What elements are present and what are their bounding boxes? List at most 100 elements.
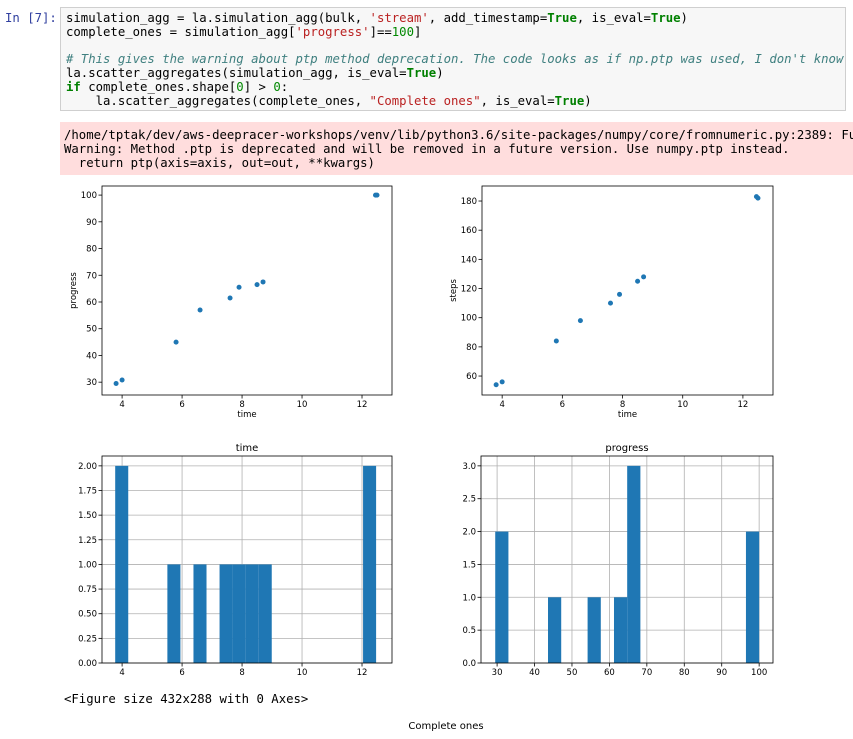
code-token: ): [680, 11, 688, 25]
stderr-output: /home/tptak/dev/aws-deepracer-workshops/…: [60, 122, 853, 175]
y-tick-label: 180: [461, 197, 477, 207]
y-tick-label: 1.0: [462, 593, 476, 603]
histogram-bar: [232, 564, 246, 663]
code-token: complete_ones = simulation_agg[: [66, 24, 296, 39]
y-tick-label: 0.25: [78, 634, 97, 644]
y-tick-label: 1.5: [462, 560, 476, 570]
x-axis-label: time: [618, 410, 637, 420]
code-line: la.scatter_aggregates(complete_ones, "Co…: [66, 93, 845, 109]
scatter-point: [197, 307, 203, 313]
chart-title: time: [236, 443, 259, 454]
histogram-bar: [495, 531, 509, 663]
x-tick-label: 4: [119, 668, 124, 678]
x-tick-label: 10: [297, 400, 308, 410]
y-tick-label: 1.00: [78, 560, 97, 570]
code-line: if complete_ones.shape[0] > 0:: [66, 79, 845, 95]
code-token: simulation_agg = la.simulation_agg(bulk,: [66, 11, 370, 25]
y-tick-label: 100: [81, 191, 97, 201]
histogram-bar: [587, 597, 601, 663]
scatter-point: [493, 382, 499, 388]
scatter-point: [607, 300, 613, 306]
y-tick-label: 1.25: [78, 536, 97, 546]
scatter-point: [236, 284, 242, 290]
scatter-point: [173, 339, 179, 345]
histogram-bar: [363, 465, 377, 663]
y-tick-label: 40: [86, 351, 97, 361]
scatter-point: [260, 279, 266, 285]
stderr-line: return ptp(axis=axis, out=out, **kwargs): [64, 155, 375, 170]
code-token: "Complete ones": [369, 93, 481, 108]
figure-text: <Figure size 432x288 with 0 Axes>: [64, 692, 309, 706]
code-token: 100: [391, 24, 414, 39]
code-token: 0: [273, 79, 281, 94]
scatter-point: [227, 295, 233, 301]
y-tick-label: 50: [86, 325, 97, 335]
y-tick-label: 0.50: [78, 610, 97, 620]
x-tick-label: 8: [620, 400, 625, 410]
figure-caption: Complete ones: [408, 721, 483, 732]
histogram-bar: [627, 465, 641, 663]
code-token: ): [436, 66, 444, 81]
y-tick-label: 80: [466, 343, 477, 353]
scatter-point: [577, 318, 583, 324]
chart-title: progress: [605, 443, 648, 454]
x-tick-label: 30: [492, 668, 503, 678]
x-tick-label: 6: [179, 400, 184, 410]
code-line: # This gives the warning about ptp metho…: [66, 52, 845, 67]
code-token: ): [584, 93, 592, 108]
cell-prompt: In [7]:: [5, 11, 57, 25]
stderr-line: Warning: Method .ptp is deprecated and w…: [64, 141, 790, 156]
scatter-point: [374, 192, 380, 198]
y-tick-label: 80: [86, 245, 97, 255]
x-tick-label: 12: [737, 400, 748, 410]
y-tick-label: 0.0: [462, 659, 476, 669]
stderr-line: /home/tptak/dev/aws-deepracer-workshops/…: [64, 128, 853, 142]
histogram-bar: [258, 564, 272, 663]
x-tick-label: 80: [679, 668, 690, 678]
code-token: , is_eval=: [576, 11, 651, 25]
y-tick-label: 140: [461, 255, 477, 265]
code-token: complete_ones.shape[: [80, 79, 237, 94]
x-tick-label: 6: [560, 400, 565, 410]
code-token: True: [547, 11, 577, 25]
code-token: 0: [236, 79, 244, 94]
scatter-point: [617, 291, 623, 297]
code-token: :: [280, 79, 289, 94]
y-tick-label: 60: [86, 298, 97, 308]
code-cell[interactable]: simulation_agg = la.simulation_agg(bulk,…: [60, 7, 846, 111]
x-tick-label: 4: [499, 400, 504, 410]
code-token: la.scatter_aggregates(complete_ones,: [66, 93, 370, 108]
code-token: True: [650, 11, 681, 25]
histogram-bar: [548, 597, 562, 663]
scatter-point: [641, 274, 647, 280]
y-axis-label: steps: [449, 279, 459, 302]
y-tick-label: 2.5: [462, 495, 476, 505]
code-token: 'progress': [295, 24, 370, 39]
y-axis-label: progress: [69, 272, 79, 309]
code-token: , is_eval=: [480, 93, 555, 108]
code-line: simulation_agg = la.simulation_agg(bulk,…: [66, 11, 845, 26]
plot-frame: [101, 185, 393, 396]
scatter-point: [553, 338, 559, 344]
x-tick-label: 100: [751, 668, 767, 678]
x-tick-label: 12: [357, 668, 368, 678]
y-tick-label: 0.5: [462, 626, 476, 636]
histogram-bar: [745, 531, 760, 663]
y-tick-label: 90: [86, 218, 97, 228]
x-tick-label: 10: [677, 400, 688, 410]
histogram-bar: [115, 465, 129, 663]
plot-frame: [480, 455, 774, 664]
y-tick-label: 30: [86, 378, 97, 388]
x-tick-label: 40: [529, 668, 540, 678]
x-tick-label: 90: [716, 668, 727, 678]
histogram-bar: [613, 597, 628, 663]
histogram-bar: [219, 564, 233, 663]
x-tick-label: 6: [179, 668, 184, 678]
code-token: ]==: [369, 24, 392, 39]
y-tick-label: 100: [461, 314, 477, 324]
y-tick-label: 60: [466, 372, 477, 382]
y-tick-label: 3.0: [462, 462, 476, 472]
code-token: True: [554, 93, 585, 108]
